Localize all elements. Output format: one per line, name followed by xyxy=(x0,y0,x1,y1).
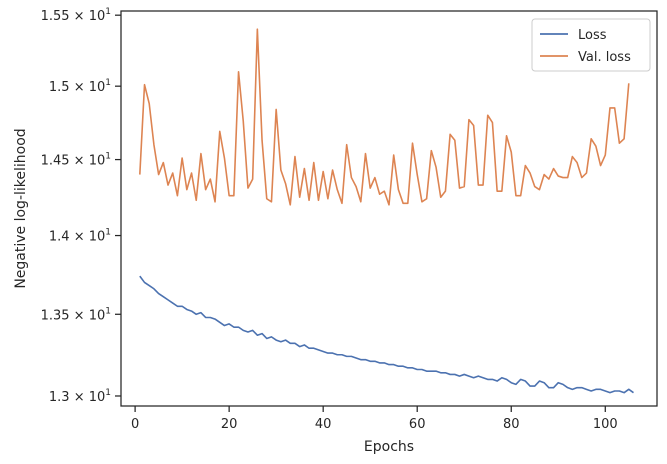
legend: Loss Val. loss xyxy=(531,18,651,72)
y-axis-label: Negative log-likelihood xyxy=(13,128,29,288)
legend-label: Loss xyxy=(578,28,607,43)
y-tick-label: 1.5 × 101 xyxy=(49,78,111,95)
x-axis: 0 20 40 60 80 100 xyxy=(131,406,618,432)
x-tick-label: 80 xyxy=(503,417,520,432)
y-tick-label: 1.3 × 101 xyxy=(49,388,111,405)
legend-box xyxy=(531,18,651,72)
series-line-val-loss xyxy=(139,28,630,206)
y-tick-label: 1.4 × 101 xyxy=(49,228,111,245)
y-tick-label: 1.55 × 101 xyxy=(41,7,111,24)
y-tick-label: 1.45 × 101 xyxy=(41,152,111,169)
series-lines xyxy=(139,28,634,394)
x-tick-label: 20 xyxy=(221,417,238,432)
plot-frame xyxy=(120,10,658,407)
legend-label: Val. loss xyxy=(578,50,631,65)
series-line-loss xyxy=(139,275,634,394)
x-tick-label: 100 xyxy=(593,417,618,432)
x-tick-label: 0 xyxy=(131,417,139,432)
y-tick-label: 1.35 × 101 xyxy=(41,306,111,323)
y-axis: 1.3 × 101 1.35 × 101 1.4 × 101 1.45 × 101 1.… xyxy=(41,7,121,405)
x-axis-label: Epochs xyxy=(364,439,414,455)
x-tick-label: 60 xyxy=(409,417,426,432)
x-tick-label: 40 xyxy=(315,417,332,432)
